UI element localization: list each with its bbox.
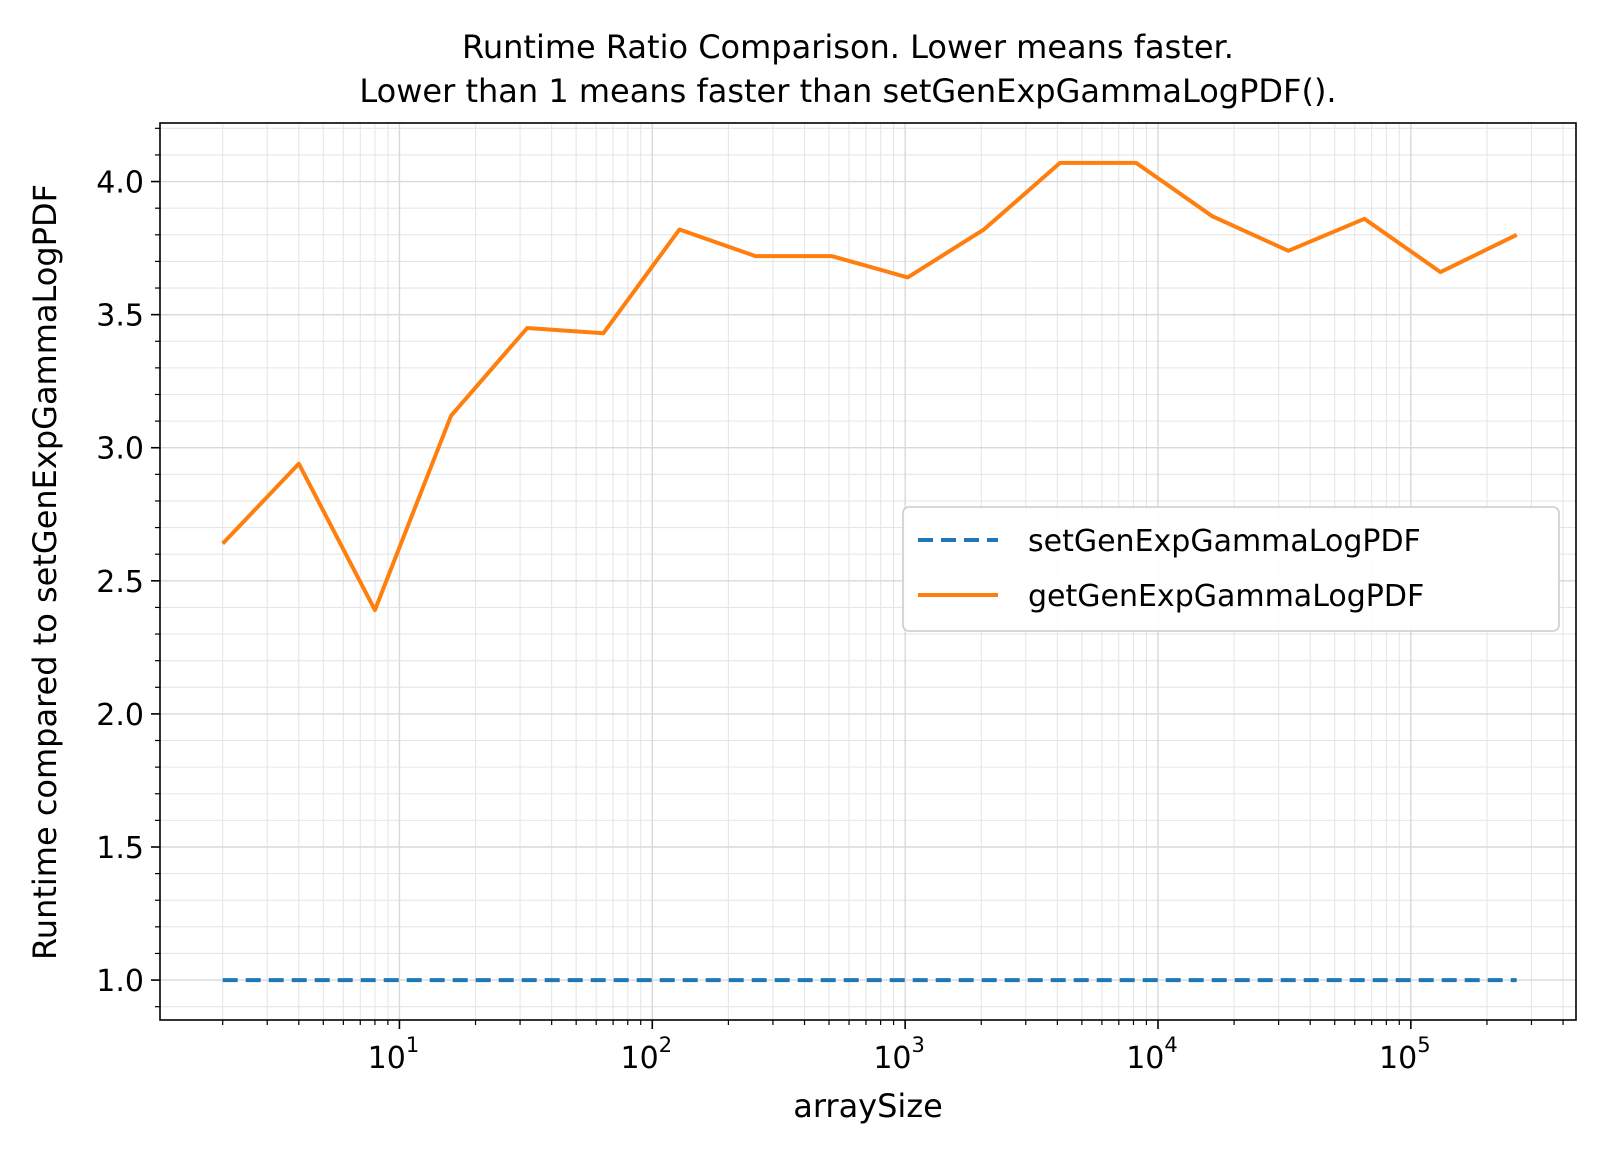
minor-gridlines xyxy=(160,123,1576,1020)
series-layer xyxy=(221,160,1518,983)
x-tick-label: 104 xyxy=(1126,1033,1178,1076)
x-tick-label-exponent: 2 xyxy=(659,1033,672,1057)
x-tick-label: 103 xyxy=(873,1033,925,1076)
x-tick-label: 102 xyxy=(621,1033,673,1076)
y-tick-label: 3.5 xyxy=(96,299,144,334)
y-tick-label: 1.0 xyxy=(96,964,144,999)
y-tick-label: 4.0 xyxy=(96,166,144,201)
y-tick-label: 2.5 xyxy=(96,565,144,600)
x-axis-label: arraySize xyxy=(793,1087,943,1125)
y-tick-label: 1.5 xyxy=(96,831,144,866)
legend: setGenExpGammaLogPDF getGenExpGammaLogPD… xyxy=(902,506,1560,632)
x-tick-label-exponent: 4 xyxy=(1164,1033,1177,1057)
legend-label-set: setGenExpGammaLogPDF xyxy=(1028,524,1421,559)
plot-frame xyxy=(159,122,1577,1021)
legend-label-get: getGenExpGammaLogPDF xyxy=(1028,579,1424,614)
x-tick-label-exponent: 3 xyxy=(912,1033,925,1057)
y-tick-labels: 1.0 1.5 2.0 2.5 3.0 3.5 4.0 xyxy=(96,166,144,1000)
chart-title: Runtime Ratio Comparison. Lower means fa… xyxy=(462,28,1234,66)
x-tick-label-exponent: 1 xyxy=(406,1033,419,1057)
x-tick-label-exponent: 5 xyxy=(1417,1033,1430,1057)
x-tick-label: 101 xyxy=(368,1033,420,1076)
x-tick-labels: 101 102 103 104 105 xyxy=(368,1033,1431,1076)
legend-box xyxy=(902,506,1560,632)
axis-ticks xyxy=(151,127,1564,1029)
chart-subtitle: Lower than 1 means faster than setGenExp… xyxy=(359,72,1336,110)
series-line-get xyxy=(221,160,1518,613)
y-tick-label: 2.0 xyxy=(96,698,144,733)
y-tick-label: 3.0 xyxy=(96,432,144,467)
y-axis-label: Runtime compared to setGenExpGammaLogPDF xyxy=(26,184,64,960)
x-tick-label: 105 xyxy=(1379,1033,1431,1076)
